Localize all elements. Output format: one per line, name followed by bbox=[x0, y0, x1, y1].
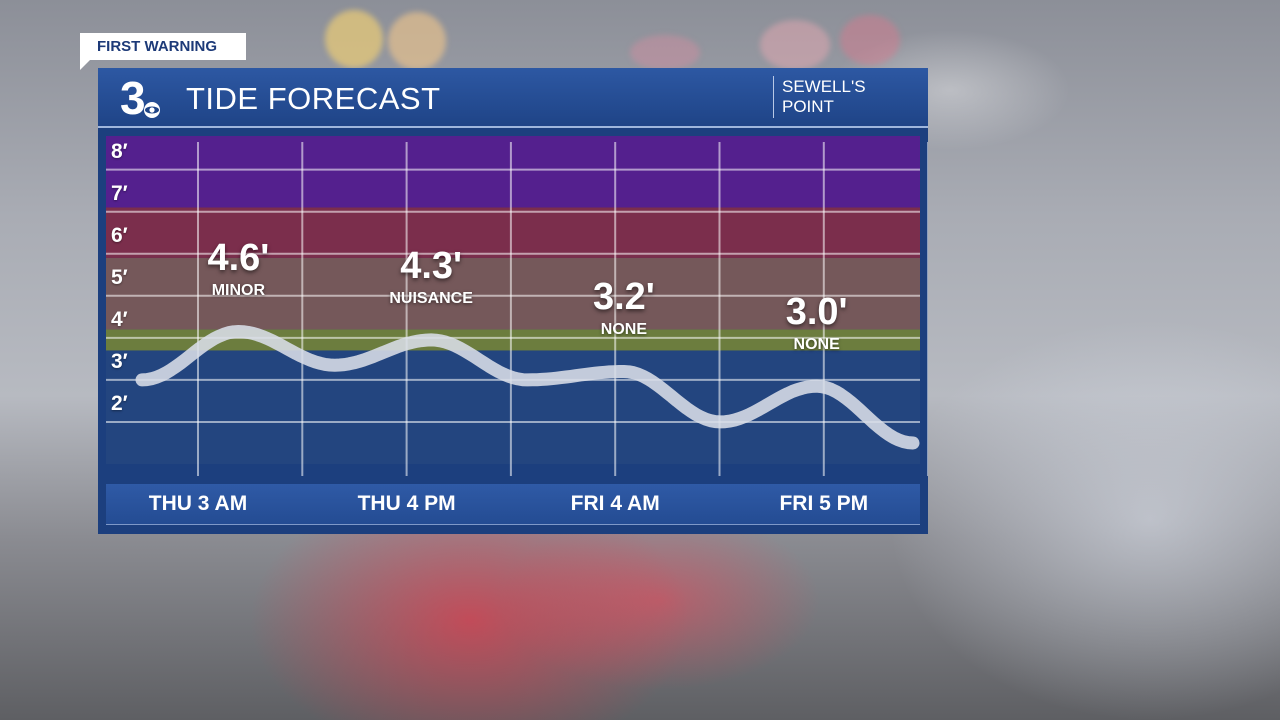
y-tick-label: 7′ bbox=[111, 181, 128, 205]
bokeh-light bbox=[630, 35, 700, 70]
bokeh-light bbox=[840, 15, 900, 65]
bokeh-light bbox=[760, 20, 830, 70]
bokeh-light bbox=[388, 12, 446, 70]
y-tick-label: 4′ bbox=[111, 307, 128, 331]
tide-chart-canvas bbox=[106, 136, 928, 476]
bokeh-light bbox=[325, 10, 383, 68]
peak-category-label: MINOR bbox=[211, 281, 266, 299]
y-tick-label: 8′ bbox=[111, 139, 128, 163]
y-tick-label: 5′ bbox=[111, 265, 128, 289]
peak-category-label: NONE bbox=[600, 321, 647, 339]
peak-category-label: NUISANCE bbox=[389, 289, 473, 307]
first-warning-badge: FIRST WARNING bbox=[80, 33, 246, 70]
flood-band-3 bbox=[106, 207, 920, 258]
flood-band-2 bbox=[106, 257, 920, 330]
y-tick-label: 6′ bbox=[111, 223, 128, 247]
x-axis-bar: THU 3 AM THU 4 PM FRI 4 AM FRI 5 PM bbox=[106, 484, 920, 525]
peak-value-label: 4.3' bbox=[400, 244, 463, 287]
flood-band-1 bbox=[106, 329, 920, 351]
flood-band-4 bbox=[106, 136, 920, 208]
tide-curve bbox=[135, 325, 920, 450]
page-title: TIDE FORECAST bbox=[186, 81, 441, 116]
flood-band-0 bbox=[106, 350, 920, 464]
logo-number: 3 bbox=[120, 72, 146, 122]
peak-value-label: 3.0' bbox=[785, 291, 848, 334]
peak-value-label: 4.6' bbox=[207, 236, 270, 279]
header-divider bbox=[773, 76, 774, 118]
tide-forecast-panel: 3 TIDE FORECAST SEWELL'S POINT 2′ 3′ 4′ 5′ 6… bbox=[98, 68, 928, 534]
tide-chart: 2′ 3′ 4′ 5′ 6′ 7′ 8′ 4.6' MINOR 4.3' NUISANCE 3.2'… bbox=[98, 128, 928, 534]
panel-header: 3 TIDE FORECAST SEWELL'S POINT bbox=[98, 68, 928, 128]
peak-value-label: 3.2' bbox=[592, 276, 655, 319]
x-tick-label: FRI 5 PM bbox=[779, 492, 869, 515]
y-tick-label: 2′ bbox=[111, 391, 128, 415]
peak-category-label: NONE bbox=[793, 336, 840, 354]
x-tick-label: THU 3 AM bbox=[148, 492, 248, 515]
x-tick-label: THU 4 PM bbox=[357, 492, 456, 515]
y-tick-label: 3′ bbox=[111, 349, 128, 373]
location-label: SEWELL'S POINT bbox=[782, 77, 866, 116]
station-logo-icon: 3 bbox=[120, 72, 160, 122]
x-tick-label: FRI 4 AM bbox=[570, 492, 660, 515]
